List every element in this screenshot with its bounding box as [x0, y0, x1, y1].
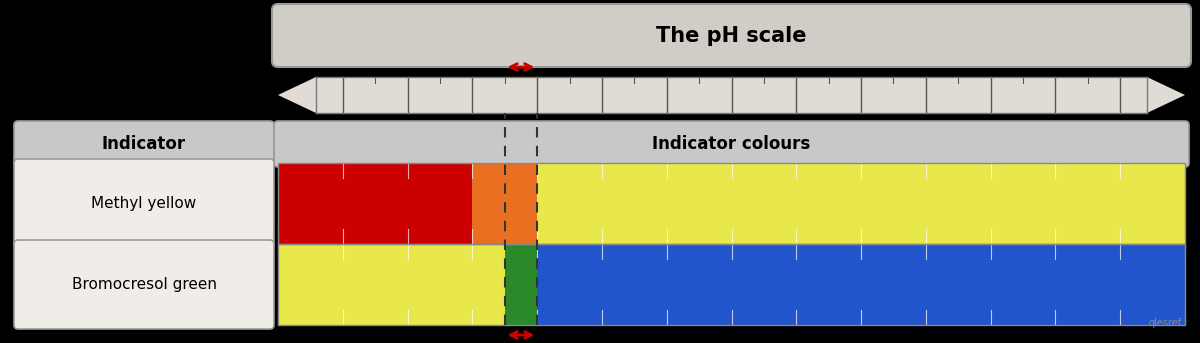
Text: Methyl yellow: Methyl yellow [91, 196, 197, 211]
Bar [278, 244, 1186, 325]
Text: qlesref: qlesref [1148, 318, 1182, 328]
Bar [538, 163, 1186, 244]
Text: Bromocresol green: Bromocresol green [72, 277, 216, 292]
FancyBboxPatch shape [274, 121, 1189, 167]
Text: Indicator: Indicator [102, 135, 186, 153]
Polygon shape [278, 77, 316, 113]
FancyBboxPatch shape [14, 240, 274, 329]
Text: The pH scale: The pH scale [656, 25, 806, 46]
Bar [278, 163, 473, 244]
FancyBboxPatch shape [272, 4, 1190, 67]
Bar [505, 244, 538, 325]
Bar [473, 163, 538, 244]
Bar [538, 244, 1186, 325]
FancyBboxPatch shape [14, 159, 274, 248]
Bar [278, 163, 1186, 244]
Polygon shape [1147, 77, 1186, 113]
Bar [316, 77, 1147, 113]
FancyBboxPatch shape [14, 121, 274, 167]
Bar [278, 244, 505, 325]
Text: Indicator colours: Indicator colours [653, 135, 811, 153]
